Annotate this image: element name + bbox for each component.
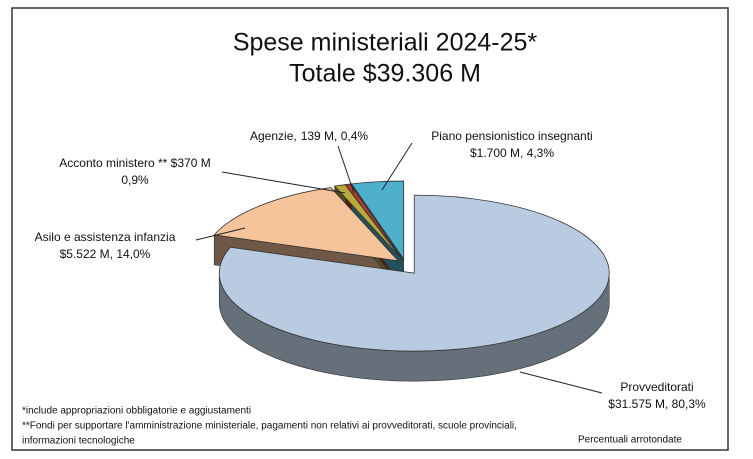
pie-slice [350,180,405,261]
leader-line [519,371,603,394]
chart-title: Spese ministeriali 2024-25* [233,29,538,57]
footnote: informazioni tecnologiche [22,436,135,447]
leader-line [195,227,246,241]
leader-line [221,171,346,194]
value-label: 0,9% [121,173,149,187]
value-label: $31.575 M, 80,3% [608,397,706,411]
slice-label: Agenzie, 139 M, 0,4% [250,129,368,143]
leader-line [337,145,355,194]
category-label: Provveditorati [620,380,693,394]
pie-slice [218,194,610,352]
category-label: Agenzie, [250,129,297,143]
value-label: 139 M, 0,4% [301,129,369,143]
pie-slice [344,183,403,260]
category-label: Piano pensionistico insegnanti [431,129,592,143]
footnote: **Fondi per supportare l'amministrazione… [22,421,517,432]
annotation: Percentuali arrotondate [578,435,682,446]
leader-line [381,142,413,191]
value-label: $1.700 M, 4,3% [470,146,554,160]
category-label: Asilo e assistenza infanzia [35,230,176,244]
value-label: $5.522 M, 14,0% [60,247,151,261]
footnote: *include appropriazioni obbligatorie e a… [22,406,251,417]
chart-subtitle: Totale $39.306 M [289,60,481,88]
category-label: Acconto ministero ** $370 M [59,156,210,170]
pie-slice [213,187,400,262]
